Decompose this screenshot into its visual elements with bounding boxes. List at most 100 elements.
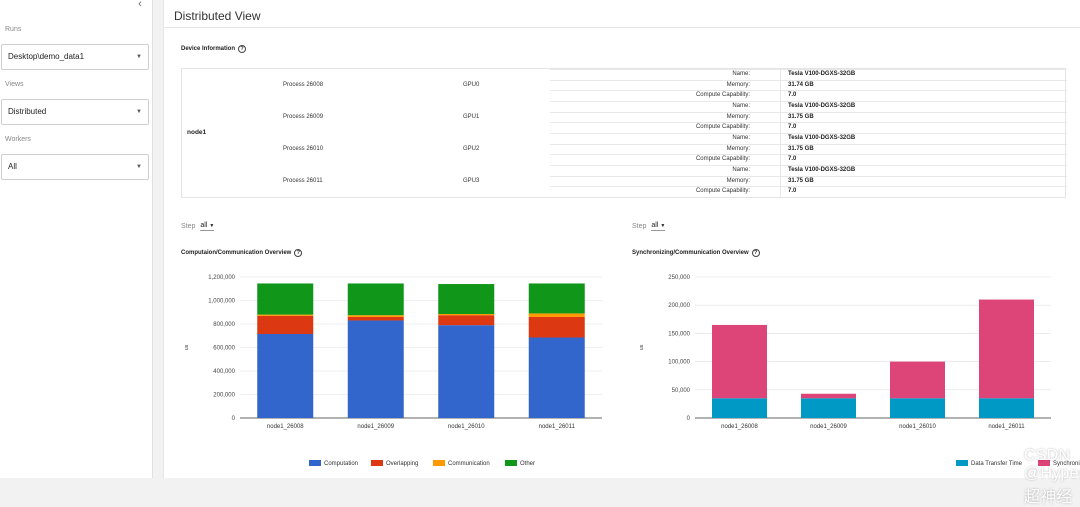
views-select[interactable]: Distributed ▼ xyxy=(1,99,149,125)
step-select[interactable]: all ▼ xyxy=(200,222,215,231)
x-tick-label: node1_26011 xyxy=(988,424,1025,430)
legend-swatch[interactable] xyxy=(1038,460,1050,466)
gpu-memory-row: Memory: 31.75 GB xyxy=(550,111,1067,123)
legend-label[interactable]: Data Transfer Time xyxy=(971,461,1023,467)
gpu-name-row: Name: Tesla V100-DGXS-32GB xyxy=(550,101,1067,112)
runs-label: Runs xyxy=(5,26,22,33)
cell-divider xyxy=(780,80,781,91)
bar-segment[interactable] xyxy=(257,314,314,316)
legend-label[interactable]: Computation xyxy=(324,461,358,467)
bar-segment[interactable] xyxy=(979,299,1034,399)
help-icon[interactable]: ? xyxy=(294,249,303,257)
process-row: Process 26008 GPU0 Name: Tesla V100-DGXS-32… xyxy=(182,69,1067,102)
comp-comm-title: Computaion/Communication Overview ? xyxy=(181,249,303,257)
bar-segment[interactable] xyxy=(801,398,856,418)
y-tick-label: 150,000 xyxy=(668,331,690,337)
x-tick-label: node1_26010 xyxy=(448,424,485,430)
sidebar: ‹ Runs Desktop\demo_data1 ▼ Views Distri… xyxy=(0,0,153,478)
y-tick-label: 600,000 xyxy=(213,346,235,352)
bar-segment[interactable] xyxy=(347,316,404,321)
gpu-compute-value: 7.0 xyxy=(788,156,797,163)
step-selector-left: Step all ▼ xyxy=(181,222,215,231)
bar-segment[interactable] xyxy=(347,315,404,317)
x-tick-label: node1_26008 xyxy=(267,424,304,430)
bar-segment[interactable] xyxy=(528,316,585,338)
sync-comm-title-text: Synchronizing/Communication Overview xyxy=(632,250,749,256)
process-name: Process 26008 xyxy=(283,82,324,88)
gpu-compute-key: Compute Capability: xyxy=(695,156,750,163)
legend-swatch[interactable] xyxy=(309,460,321,466)
bar-segment[interactable] xyxy=(347,320,404,418)
bar-segment[interactable] xyxy=(979,398,1034,418)
runs-select-value: Desktop\demo_data1 xyxy=(8,52,85,61)
bar-segment[interactable] xyxy=(801,393,856,399)
bar-segment[interactable] xyxy=(257,333,314,418)
bar-segment[interactable] xyxy=(712,398,767,418)
bar-segment[interactable] xyxy=(438,315,495,326)
y-tick-label: 1,000,000 xyxy=(208,299,235,305)
collapse-sidebar-icon[interactable]: ‹ xyxy=(138,0,142,10)
runs-select[interactable]: Desktop\demo_data1 ▼ xyxy=(1,44,149,70)
y-tick-label: 200,000 xyxy=(213,393,235,399)
gpu-name: GPU3 xyxy=(463,178,480,184)
gpu-memory-value: 31.74 GB xyxy=(788,81,814,88)
cell-divider xyxy=(780,91,781,102)
gpu-name: GPU2 xyxy=(463,146,480,152)
watermark: CSDN @HyperAI超神经 xyxy=(1024,447,1080,506)
gpu-memory-key: Memory: xyxy=(726,81,750,88)
legend-swatch[interactable] xyxy=(371,460,383,466)
bar-segment[interactable] xyxy=(528,313,585,317)
bar-segment[interactable] xyxy=(528,283,585,314)
cell-divider xyxy=(780,187,781,198)
gpu-name-key: Name: xyxy=(732,167,750,173)
comp-comm-title-text: Computaion/Communication Overview xyxy=(181,250,292,256)
gpu-compute-key: Compute Capability: xyxy=(695,124,750,131)
legend-swatch[interactable] xyxy=(956,460,968,466)
y-tick-label: 50,000 xyxy=(672,388,691,394)
legend-swatch[interactable] xyxy=(505,460,517,466)
bar-segment[interactable] xyxy=(890,398,945,418)
title-divider xyxy=(164,27,1080,28)
bar-segment[interactable] xyxy=(528,337,585,418)
help-icon[interactable]: ? xyxy=(751,249,760,257)
step-select-value: all xyxy=(651,222,659,229)
gpu-memory-key: Memory: xyxy=(726,177,750,184)
comp-comm-chart: 0 200,000 400,000 600,000 800,000 1,000,000 1,… xyxy=(184,275,602,467)
gpu-compute-row: Compute Capability: 7.0 xyxy=(550,154,1067,166)
gpu-name-value: Tesla V100-DGXS-32GB xyxy=(788,71,856,77)
legend-label[interactable]: Overlapping xyxy=(386,461,418,467)
gpu-name-row: Name: Tesla V100-DGXS-32GB xyxy=(550,133,1067,144)
y-tick-label: 800,000 xyxy=(213,322,235,328)
cell-divider xyxy=(780,102,781,112)
legend-label[interactable]: Synchronizing Time xyxy=(1053,461,1080,467)
gpu-memory-value: 31.75 GB xyxy=(788,145,814,152)
bar-segment[interactable] xyxy=(712,324,767,399)
cell-divider xyxy=(780,144,781,155)
bar-segment[interactable] xyxy=(257,315,314,334)
help-icon[interactable]: ? xyxy=(238,45,247,53)
legend-label[interactable]: Other xyxy=(520,461,535,467)
bar-segment[interactable] xyxy=(257,283,314,315)
node-label: node1 xyxy=(187,129,207,136)
x-tick-label: node1_26008 xyxy=(721,424,758,430)
bar-segment[interactable] xyxy=(890,361,945,399)
gpu-name-key: Name: xyxy=(732,103,750,109)
legend-label[interactable]: Communication xyxy=(448,461,490,467)
workers-select[interactable]: All ▼ xyxy=(1,154,149,180)
y-tick-label: 1,200,000 xyxy=(208,275,235,281)
cell-divider xyxy=(780,123,781,134)
cell-divider xyxy=(780,112,781,123)
gpu-compute-value: 7.0 xyxy=(788,92,797,99)
step-select[interactable]: all ▼ xyxy=(651,222,666,231)
y-tick-label: 400,000 xyxy=(213,369,235,375)
legend-swatch[interactable] xyxy=(433,460,445,466)
device-info-title-text: Device Information xyxy=(181,46,236,52)
bar-segment[interactable] xyxy=(438,284,495,315)
bar-segment[interactable] xyxy=(438,314,495,316)
bar-segment[interactable] xyxy=(438,325,495,418)
step-label: Step xyxy=(181,223,196,230)
bar-segment[interactable] xyxy=(347,283,404,316)
y-tick-label: 100,000 xyxy=(668,360,690,366)
gpu-compute-key: Compute Capability: xyxy=(695,92,750,99)
chevron-down-icon: ▼ xyxy=(209,223,215,229)
